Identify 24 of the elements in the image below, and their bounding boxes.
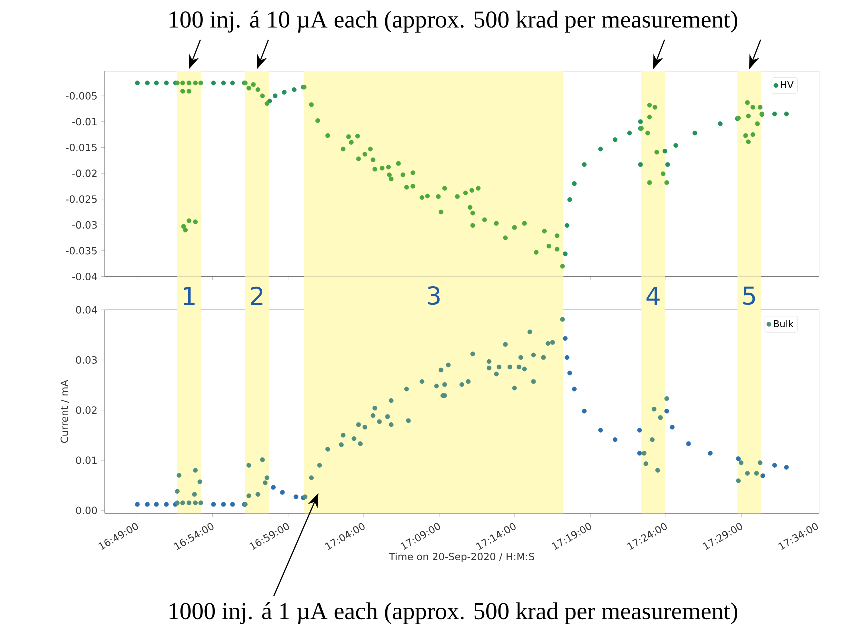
y-tick-label: -0.02 bbox=[72, 170, 97, 178]
text: 1000 inj. á 1 µA each (approx. 500 krad per measurement) bbox=[170, 602, 738, 625]
y-tick-label: -0.035 bbox=[66, 247, 97, 255]
legend-label: HV bbox=[781, 82, 794, 89]
band-label: 2 bbox=[251, 287, 263, 306]
y-tick-label: -0.025 bbox=[66, 196, 97, 204]
y-tick-label: 0.04 bbox=[76, 306, 98, 314]
y-tick-label: 0.01 bbox=[76, 456, 97, 464]
y-axis-title: Current / mA bbox=[60, 380, 70, 444]
x-axis-title: Time on 20-Sep-2020 / H:M:S bbox=[389, 553, 534, 563]
band-label: 4 bbox=[646, 287, 660, 306]
y-tick-label: 0.02 bbox=[76, 406, 97, 414]
text: 100 inj. á 10 µA each (approx. 500 krad per measurement) bbox=[170, 11, 738, 34]
y-tick-label: -0.01 bbox=[72, 118, 97, 126]
y-tick-label: -0.005 bbox=[66, 92, 97, 100]
y-tick-label: 0.00 bbox=[76, 507, 98, 515]
band-label: 3 bbox=[428, 286, 440, 306]
legend-label: Bulk bbox=[774, 320, 794, 328]
band-label: 5 bbox=[744, 287, 756, 306]
y-tick-label: -0.015 bbox=[66, 144, 97, 152]
y-tick-label: 0.03 bbox=[76, 356, 97, 364]
y-tick-label: -0.03 bbox=[72, 222, 97, 230]
y-tick-label: -0.04 bbox=[72, 273, 98, 281]
band-label: 1 bbox=[184, 287, 195, 306]
